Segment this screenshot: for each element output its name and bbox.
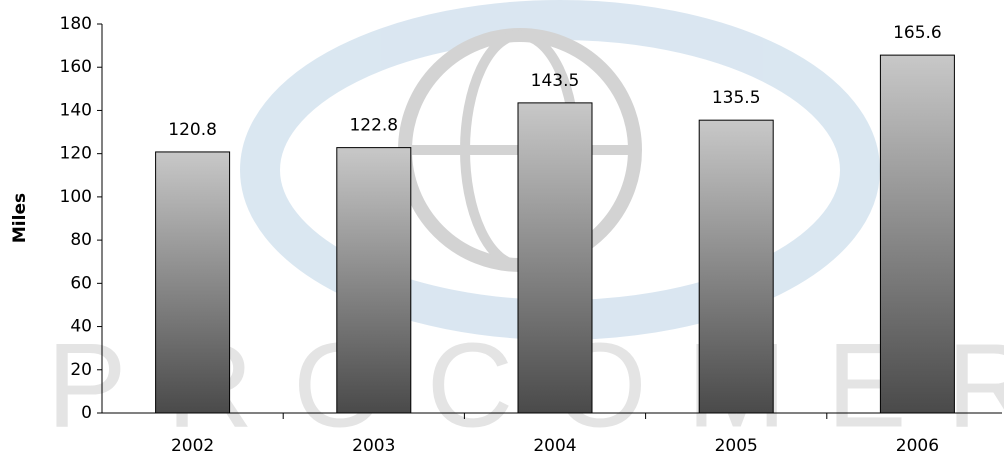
bar <box>155 151 231 414</box>
bar <box>336 147 412 414</box>
value-label: 135.5 <box>712 88 761 108</box>
bar <box>698 119 774 414</box>
bar <box>517 102 593 414</box>
value-label: 165.6 <box>893 23 942 43</box>
y-tick-label: 160 <box>60 57 92 77</box>
y-tick-label: 180 <box>60 14 92 34</box>
y-tick-label: 0 <box>81 403 92 423</box>
y-axis-label: Miles <box>10 193 30 243</box>
x-tick-label: 2005 <box>715 436 758 456</box>
y-tick-label: 120 <box>60 144 92 164</box>
value-label: 143.5 <box>531 71 580 91</box>
bar <box>879 54 955 414</box>
x-tick-label: 2004 <box>533 436 576 456</box>
y-tick-label: 140 <box>60 100 92 120</box>
y-tick-label: 100 <box>60 187 92 207</box>
x-tick-label: 2003 <box>352 436 395 456</box>
y-tick-label: 40 <box>70 317 92 337</box>
y-tick-label: 20 <box>70 360 92 380</box>
x-tick-label: 2006 <box>896 436 939 456</box>
x-tick-label: 2002 <box>171 436 214 456</box>
y-tick-label: 60 <box>70 273 92 293</box>
value-label: 120.8 <box>168 120 217 140</box>
y-tick-label: 80 <box>70 230 92 250</box>
value-label: 122.8 <box>349 116 398 136</box>
